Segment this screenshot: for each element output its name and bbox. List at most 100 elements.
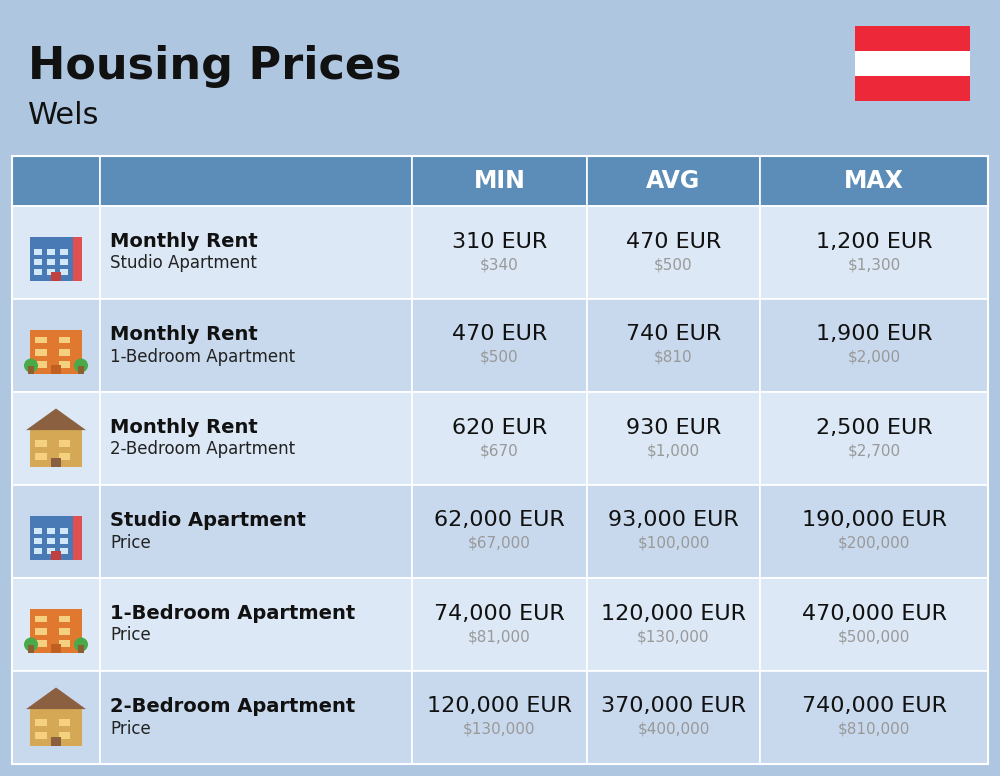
Text: Monthly Rent: Monthly Rent [110, 418, 258, 437]
Bar [59, 361, 70, 368]
Bar [47, 549, 55, 554]
Text: $1,000: $1,000 [647, 443, 700, 458]
Text: Monthly Rent: Monthly Rent [110, 325, 258, 344]
Bar [59, 452, 70, 459]
Text: $810,000: $810,000 [838, 722, 910, 737]
Text: Monthly Rent: Monthly Rent [110, 232, 258, 251]
Bar [73, 516, 82, 559]
Bar [412, 485, 587, 578]
Bar [35, 640, 47, 647]
Bar [60, 259, 68, 265]
Text: $500,000: $500,000 [838, 629, 910, 644]
Text: $81,000: $81,000 [468, 629, 531, 644]
Bar [12, 206, 100, 299]
Circle shape [74, 359, 88, 372]
Text: Price: Price [110, 626, 151, 645]
Bar [28, 365, 34, 373]
Bar [412, 156, 587, 206]
Text: Price: Price [110, 719, 151, 737]
Text: $130,000: $130,000 [637, 629, 710, 644]
Text: MIN: MIN [474, 169, 525, 193]
Text: $810: $810 [654, 350, 693, 365]
Text: 470 EUR: 470 EUR [452, 324, 547, 345]
Text: 470,000 EUR: 470,000 EUR [802, 604, 946, 623]
Text: 930 EUR: 930 EUR [626, 417, 721, 438]
Circle shape [24, 359, 38, 372]
Text: $100,000: $100,000 [637, 536, 710, 551]
Text: 310 EUR: 310 EUR [452, 231, 547, 251]
Bar [78, 645, 84, 653]
Bar [59, 628, 70, 635]
Bar [78, 365, 84, 373]
Polygon shape [26, 688, 86, 709]
Text: 1,900 EUR: 1,900 EUR [816, 324, 932, 345]
Text: $130,000: $130,000 [463, 722, 536, 737]
Bar [12, 156, 988, 764]
Text: $2,700: $2,700 [847, 443, 901, 458]
Bar [587, 578, 760, 671]
Bar [587, 299, 760, 392]
Text: $670: $670 [480, 443, 519, 458]
Bar [855, 51, 970, 76]
Bar [760, 485, 988, 578]
Bar [760, 299, 988, 392]
Text: Studio Apartment: Studio Apartment [110, 255, 257, 272]
Bar [30, 237, 82, 280]
Bar [100, 299, 412, 392]
Text: 62,000 EUR: 62,000 EUR [434, 511, 565, 531]
Bar [51, 737, 61, 746]
Bar [47, 539, 55, 544]
Bar [760, 578, 988, 671]
Bar [35, 452, 47, 459]
Bar [12, 671, 100, 764]
Text: 740 EUR: 740 EUR [626, 324, 721, 345]
Bar [12, 156, 100, 206]
Bar [35, 361, 47, 368]
Bar [587, 206, 760, 299]
Bar [51, 458, 61, 466]
Bar [35, 337, 47, 343]
Bar [587, 485, 760, 578]
Bar [760, 671, 988, 764]
Bar [35, 440, 47, 448]
Bar [34, 249, 42, 255]
Text: $500: $500 [480, 350, 519, 365]
Bar [35, 349, 47, 355]
Bar [412, 392, 587, 485]
Text: 93,000 EUR: 93,000 EUR [608, 511, 739, 531]
Bar [35, 628, 47, 635]
Bar [35, 732, 47, 739]
Text: 370,000 EUR: 370,000 EUR [601, 697, 746, 716]
Text: $67,000: $67,000 [468, 536, 531, 551]
Text: 1-Bedroom Apartment: 1-Bedroom Apartment [110, 348, 295, 365]
Text: 2-Bedroom Apartment: 2-Bedroom Apartment [110, 697, 355, 716]
Bar [760, 206, 988, 299]
Text: 1,200 EUR: 1,200 EUR [816, 231, 932, 251]
Bar [412, 578, 587, 671]
Bar [30, 516, 82, 559]
Bar [60, 539, 68, 544]
Bar [51, 644, 61, 653]
Bar [59, 719, 70, 726]
Bar [412, 299, 587, 392]
Bar [59, 615, 70, 622]
Bar [47, 528, 55, 534]
Bar [30, 609, 82, 653]
Text: 2-Bedroom Apartment: 2-Bedroom Apartment [110, 441, 295, 459]
Bar [59, 440, 70, 448]
Circle shape [74, 638, 88, 652]
Bar [59, 349, 70, 355]
Bar [100, 485, 412, 578]
Bar [60, 528, 68, 534]
Text: 470 EUR: 470 EUR [626, 231, 721, 251]
Bar [59, 640, 70, 647]
Bar [34, 528, 42, 534]
Text: MAX: MAX [844, 169, 904, 193]
Text: $200,000: $200,000 [838, 536, 910, 551]
Bar [412, 671, 587, 764]
Bar [51, 272, 61, 280]
Bar [760, 392, 988, 485]
Text: 740,000 EUR: 740,000 EUR [802, 697, 946, 716]
Text: Studio Apartment: Studio Apartment [110, 511, 306, 530]
Bar [587, 156, 760, 206]
